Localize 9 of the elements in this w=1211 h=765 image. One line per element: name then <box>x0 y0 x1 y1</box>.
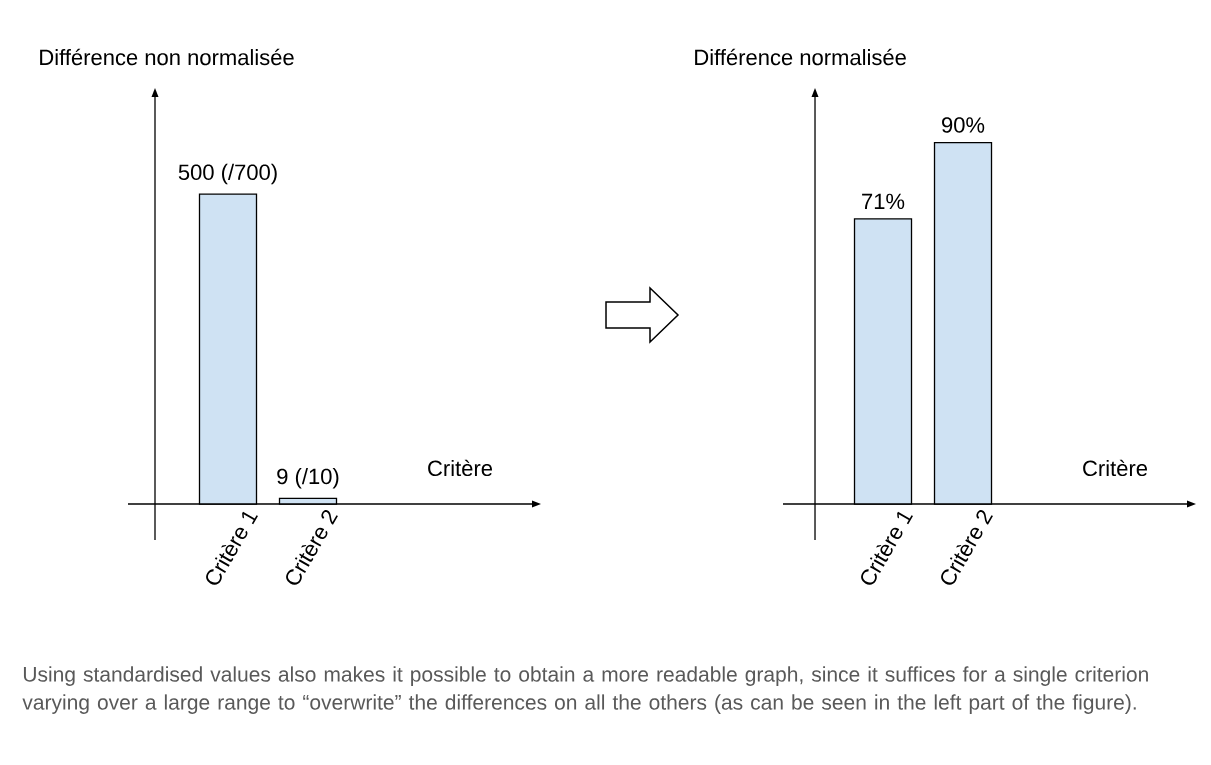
x-axis-title: Critère <box>1083 459 1148 477</box>
text: Using standardised values also makes it possible to obtain a more readable graph, since it suffices for a single criterion varying over a large range to “overwrite” the differences on all the others (as can be seen in the left part of the figure). <box>22 666 1148 714</box>
data-label: 9 (/10) <box>277 468 339 489</box>
data-label: 71% <box>862 193 905 210</box>
x-axis-title: Critère <box>428 459 493 477</box>
y-axis-title: Différence normalisée <box>695 48 906 66</box>
data-label: 90% <box>942 117 985 133</box>
y-axis-title: Différence non normalisée <box>40 48 294 66</box>
data-label: 500 (/700) <box>178 163 277 185</box>
